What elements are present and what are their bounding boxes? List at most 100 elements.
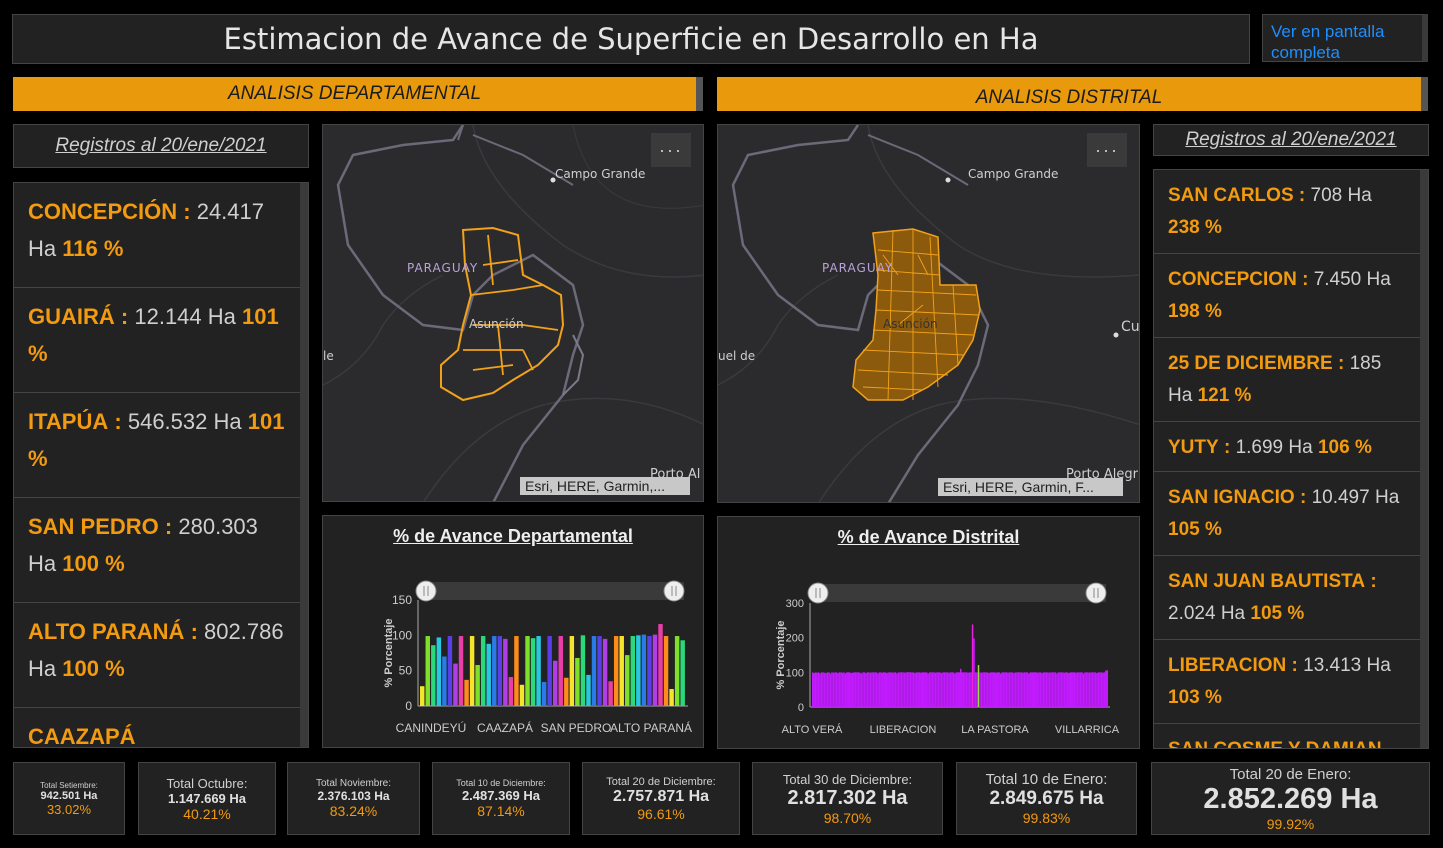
bar <box>1001 672 1003 707</box>
item-pct: 100 % <box>62 656 125 682</box>
bar <box>902 672 904 707</box>
list-item[interactable]: CONCEPCION : 7.450 Ha 198 % <box>1154 254 1420 338</box>
map-label-cu: Cu <box>1121 319 1140 335</box>
bar <box>1102 672 1104 707</box>
bar <box>1007 672 1009 707</box>
map-attribution[interactable]: Esri, HERE, Garmin,... <box>520 477 690 495</box>
total-pct: 99.92% <box>1266 815 1315 832</box>
bar <box>939 672 941 707</box>
item-separator: : <box>1291 655 1298 676</box>
bar <box>874 672 876 707</box>
bar <box>989 672 992 707</box>
bar <box>1076 672 1079 707</box>
bar <box>928 672 931 707</box>
bar <box>817 672 820 707</box>
total-value: 2.852.269 Ha <box>1203 782 1378 815</box>
list-item[interactable]: CAAZAPÁ <box>14 708 300 747</box>
bar <box>977 665 980 707</box>
bar <box>949 672 952 707</box>
bar <box>920 672 922 707</box>
fullscreen-link[interactable]: Ver en pantalla completa <box>1262 14 1428 62</box>
bar <box>1004 672 1006 707</box>
bar <box>973 638 975 707</box>
distrito-list-scrollbar[interactable] <box>1420 170 1428 748</box>
bar <box>591 636 597 706</box>
bar <box>619 636 624 706</box>
range-slider-handle-end <box>663 580 685 602</box>
bar <box>1031 672 1033 707</box>
list-item[interactable]: ALTO PARANÁ : 802.786 Ha 100 % <box>14 603 300 708</box>
departamento-list[interactable]: CONCEPCIÓN : 24.417 Ha 116 % GUAIRÁ : 12.… <box>13 182 309 748</box>
bar <box>1013 673 1015 707</box>
list-item[interactable]: SAN CARLOS : 708 Ha 238 % <box>1154 170 1420 254</box>
list-item[interactable]: ITAPÚA : 546.532 Ha 101 % <box>14 393 300 498</box>
total-20-diciembre: Total 20 de Diciembre: 2.757.871 Ha 96.6… <box>582 762 740 835</box>
bar <box>843 672 845 707</box>
total-pct: 83.24% <box>329 803 378 819</box>
bar <box>1072 672 1074 707</box>
bar <box>569 636 575 706</box>
bar <box>958 672 960 707</box>
bar <box>943 672 946 707</box>
map-departamental[interactable]: Campo Grande PARAGUAY Asunción le Porto … <box>322 124 704 502</box>
chart-distrital[interactable]: 0 100 200 300 % Porcentaje ALTO VERÁ LIBERACIO… <box>718 517 1139 748</box>
total-label: Total 10 de Diciembre: <box>456 778 546 788</box>
map-departamental-more-button[interactable]: ··· <box>651 133 691 167</box>
bar <box>850 673 852 707</box>
bar <box>857 672 860 707</box>
bar <box>937 672 940 707</box>
bar <box>674 636 680 706</box>
bar <box>1073 672 1076 707</box>
map-attribution[interactable]: Esri, HERE, Garmin, F... <box>938 478 1123 496</box>
bar <box>942 672 944 707</box>
bar <box>903 672 906 707</box>
item-name: SAN CARLOS <box>1168 185 1294 206</box>
bar <box>985 672 987 707</box>
item-name: CONCEPCIÓN <box>28 199 178 224</box>
bar <box>503 638 508 706</box>
bar <box>1014 672 1017 707</box>
bar <box>647 636 652 706</box>
item-separator: : <box>164 514 173 539</box>
bar <box>1105 670 1107 707</box>
list-item[interactable]: SAN COSME Y DAMIAN <box>1154 724 1420 748</box>
list-item[interactable]: 25 DE DICIEMBRE : 185 Ha 121 % <box>1154 338 1420 422</box>
bar <box>420 686 425 706</box>
item-value: 708 Ha <box>1310 185 1372 206</box>
item-value: 12.144 Ha <box>134 304 236 329</box>
list-item[interactable]: CONCEPCIÓN : 24.417 Ha 116 % <box>14 183 300 288</box>
map-label-campo-grande: Campo Grande <box>555 167 646 181</box>
x-tick-label: SAN PEDRO <box>541 721 612 735</box>
list-item[interactable]: YUTY : 1.699 Ha 106 % <box>1154 422 1420 472</box>
item-value: 24.417 Ha <box>28 199 264 262</box>
bar <box>480 636 486 706</box>
bar <box>1093 672 1095 707</box>
bar <box>877 673 879 707</box>
list-item[interactable]: GUAIRÁ : 12.144 Ha 101 % <box>14 288 300 393</box>
map-distrital[interactable]: Campo Grande PARAGUAY Asunción uel de Cu… <box>717 124 1140 503</box>
item-separator: : <box>1302 269 1309 290</box>
list-item[interactable]: LIBERACION : 13.413 Ha 103 % <box>1154 640 1420 724</box>
map-label-asuncion: Asunción <box>883 317 938 331</box>
bar <box>1057 672 1060 707</box>
bar <box>893 672 895 707</box>
bar <box>575 657 580 706</box>
bar <box>564 677 569 706</box>
distrito-list[interactable]: SAN CARLOS : 708 Ha 238 % CONCEPCION : 7.… <box>1153 169 1429 749</box>
bar <box>912 672 915 707</box>
list-item[interactable]: SAN IGNACIO : 10.497 Ha 105 % <box>1154 472 1420 556</box>
bar <box>911 672 913 707</box>
departamento-list-scrollbar[interactable] <box>300 183 308 747</box>
map-distrital-more-button[interactable]: ··· <box>1087 133 1127 167</box>
bar <box>1011 672 1014 707</box>
list-item[interactable]: SAN PEDRO : 280.303 Ha 100 % <box>14 498 300 603</box>
bar <box>1063 672 1066 707</box>
bar <box>497 636 503 706</box>
list-item[interactable]: SAN JUAN BAUTISTA : 2.024 Ha 105 % <box>1154 556 1420 640</box>
bar <box>1087 672 1089 707</box>
bar <box>863 672 866 707</box>
y-tick-label: 0 <box>798 702 804 714</box>
x-tick-label: VILLARRICA <box>1055 724 1120 736</box>
bar <box>927 673 929 707</box>
chart-departamental[interactable]: 0 50 100 150 % Porcentaje CANINDEYÚ CAAZAPÁ SAN… <box>323 516 703 747</box>
